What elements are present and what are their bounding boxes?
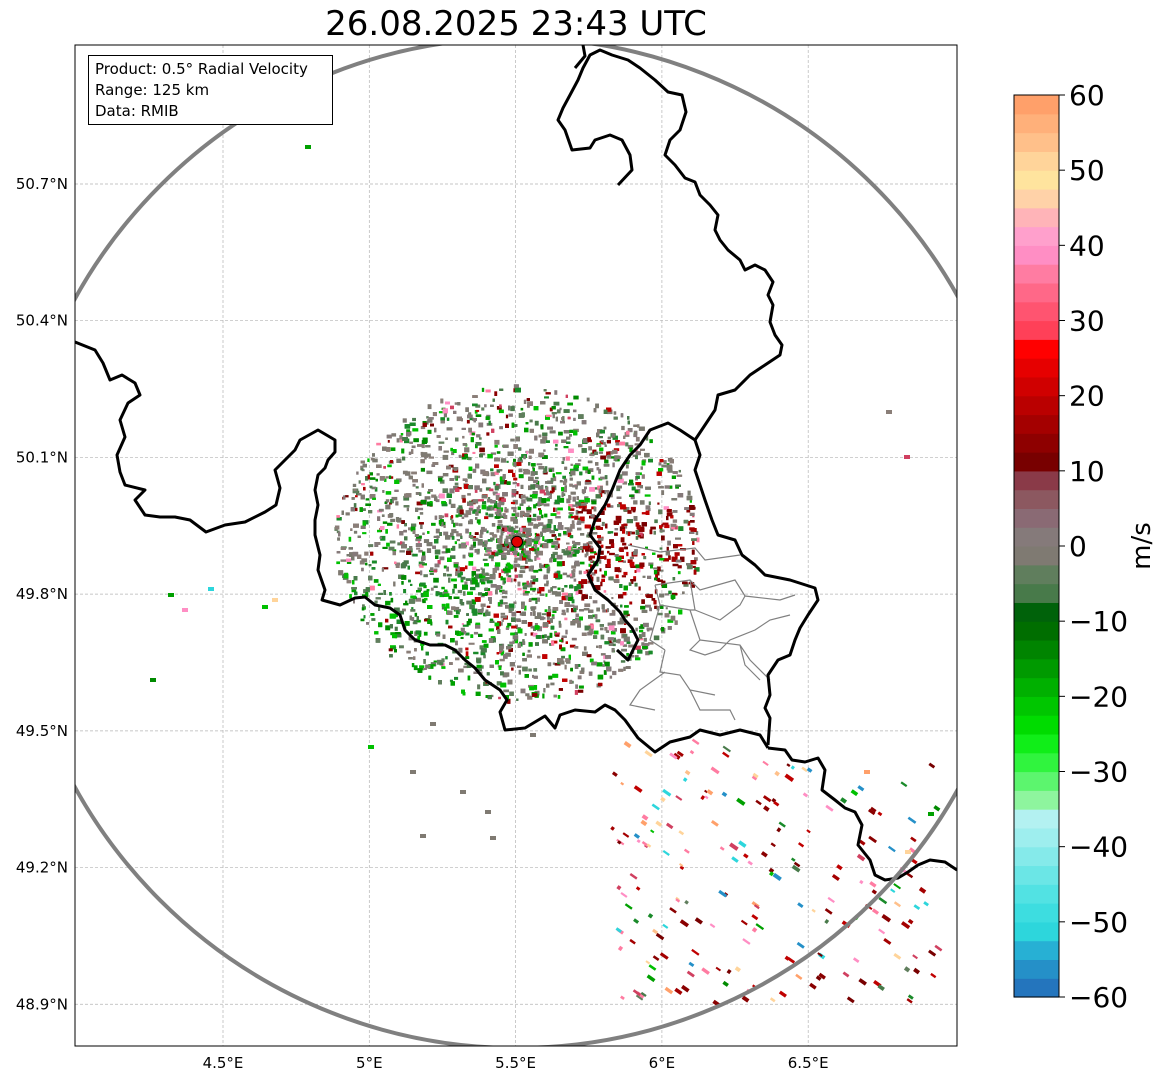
product-line: Product: 0.5° Radial Velocity <box>95 60 308 78</box>
colorbar-tick-label: 40 <box>1069 229 1105 262</box>
colorbar-segment <box>1014 527 1059 547</box>
colorbar-segment <box>1014 677 1059 697</box>
colorbar-segment <box>1014 95 1059 115</box>
colorbar-segment <box>1014 790 1059 810</box>
colorbar-segment <box>1014 752 1059 773</box>
colorbar-segment <box>1014 621 1059 641</box>
colorbar-tick-label: 20 <box>1069 380 1105 413</box>
colorbar-segment <box>1014 433 1059 453</box>
colorbar-segment <box>1014 489 1059 510</box>
radar-echoes <box>150 145 943 1008</box>
colorbar-tick-label: 30 <box>1069 305 1105 338</box>
colorbar-gradient <box>1014 95 1059 998</box>
germany-border-lux <box>693 439 820 746</box>
colorbar-segment <box>1014 395 1059 416</box>
colorbar-tick-label: 50 <box>1069 154 1105 187</box>
colorbar-segment <box>1014 132 1059 152</box>
colorbar-segment <box>1014 358 1059 378</box>
colorbar-ticks: 60 50 40 30 20 10 0 −10 −20 −30 −40 −50 −60 <box>1059 79 1128 1014</box>
colorbar-segment <box>1014 207 1059 228</box>
lon-tick-label: 6.5°E <box>788 1054 829 1072</box>
luxembourg-canton-lines <box>627 544 796 721</box>
colorbar-segment <box>1014 978 1059 998</box>
lon-tick-label: 6°E <box>649 1054 676 1072</box>
colorbar-tick-label: −20 <box>1069 680 1128 713</box>
colorbar-tick-label: −60 <box>1069 981 1128 1014</box>
colorbar-segment <box>1014 226 1059 246</box>
lat-tick-label: 49.5°N <box>16 722 68 740</box>
lat-tick-label: 50.7°N <box>16 175 68 193</box>
colorbar-segment <box>1014 846 1059 867</box>
colorbar-segment <box>1014 602 1059 622</box>
range-line: Range: 125 km <box>95 81 210 99</box>
colorbar-segment <box>1014 827 1059 848</box>
luxembourg-belgium-border <box>586 421 696 662</box>
germany-belgium-border-east <box>556 48 784 441</box>
lon-tick-label: 5°E <box>356 1054 383 1072</box>
colorbar-tick-label: −40 <box>1069 831 1128 864</box>
colorbar-segment <box>1014 414 1059 434</box>
map-border <box>74 44 958 1047</box>
map-panel: 50.7°N 50.4°N 50.1°N 49.8°N 49.5°N 49.2°N 48.9… <box>16 44 958 1072</box>
colorbar-segment <box>1014 658 1059 679</box>
colorbar-segment <box>1014 884 1059 904</box>
colorbar-segment <box>1014 170 1059 190</box>
colorbar-segment <box>1014 452 1059 472</box>
colorbar-tick-label: 10 <box>1069 455 1105 488</box>
radar-site-marker <box>511 535 524 548</box>
colorbar-segment <box>1014 376 1059 397</box>
colorbar-segment <box>1014 715 1059 735</box>
germany-netherlands-border-north <box>573 45 587 69</box>
colorbar-segment <box>1014 282 1059 303</box>
colorbar-unit-label: m/s <box>1127 522 1157 570</box>
colorbar-segment <box>1014 809 1059 829</box>
colorbar-segment <box>1014 301 1059 322</box>
lat-tick-label: 49.8°N <box>16 585 68 603</box>
colorbar-segment <box>1014 470 1059 491</box>
colorbar-segment <box>1014 245 1059 265</box>
colorbar-segment <box>1014 151 1059 171</box>
admin-boundaries <box>627 544 796 721</box>
lat-tick-label: 49.2°N <box>16 859 68 877</box>
colorbar-segment <box>1014 188 1059 209</box>
lon-tick-label: 5.5°E <box>495 1054 536 1072</box>
chart-title: 26.08.2025 23:43 UTC <box>325 4 707 44</box>
colorbar-segment <box>1014 940 1059 961</box>
colorbar-segment <box>1014 264 1059 284</box>
colorbar-segment <box>1014 903 1059 923</box>
colorbar-segment <box>1014 865 1059 885</box>
colorbar-segment <box>1014 959 1059 979</box>
colorbar-segment <box>1014 320 1059 340</box>
colorbar-segment <box>1014 113 1059 134</box>
colorbar-segment <box>1014 564 1059 585</box>
belgium-border-north <box>75 340 770 754</box>
colorbar-segment <box>1014 583 1059 603</box>
lat-tick-label: 50.4°N <box>16 312 68 330</box>
country-borders <box>75 45 957 882</box>
colorbar-segment <box>1014 508 1059 528</box>
lat-tick-label: 48.9°N <box>16 995 68 1013</box>
colorbar: 60 50 40 30 20 10 0 −10 −20 −30 −40 −50 −60 m/s <box>1013 79 1157 1014</box>
latitude-labels: 50.7°N 50.4°N 50.1°N 49.8°N 49.5°N 49.2°N 48.9… <box>16 175 68 1013</box>
colorbar-segment <box>1014 546 1059 566</box>
lat-tick-label: 50.1°N <box>16 448 68 466</box>
colorbar-segment <box>1014 733 1059 754</box>
colorbar-tick-label: 60 <box>1069 79 1105 112</box>
colorbar-segment <box>1014 771 1059 791</box>
france-germany-border-south <box>767 746 957 882</box>
colorbar-segment <box>1014 696 1059 716</box>
colorbar-segment <box>1014 921 1059 942</box>
colorbar-segment <box>1014 339 1059 359</box>
colorbar-segment <box>1014 639 1059 660</box>
colorbar-tick-label: −30 <box>1069 756 1128 789</box>
lon-tick-label: 4.5°E <box>203 1054 244 1072</box>
colorbar-tick-label: 0 <box>1069 530 1087 563</box>
data-source-line: Data: RMIB <box>95 102 179 120</box>
product-info-box: Product: 0.5° Radial Velocity Range: 125… <box>88 55 333 125</box>
longitude-labels: 4.5°E 5°E 5.5°E 6°E 6.5°E <box>203 1054 829 1072</box>
colorbar-tick-label: −10 <box>1069 605 1128 638</box>
colorbar-tick-label: −50 <box>1069 906 1128 939</box>
